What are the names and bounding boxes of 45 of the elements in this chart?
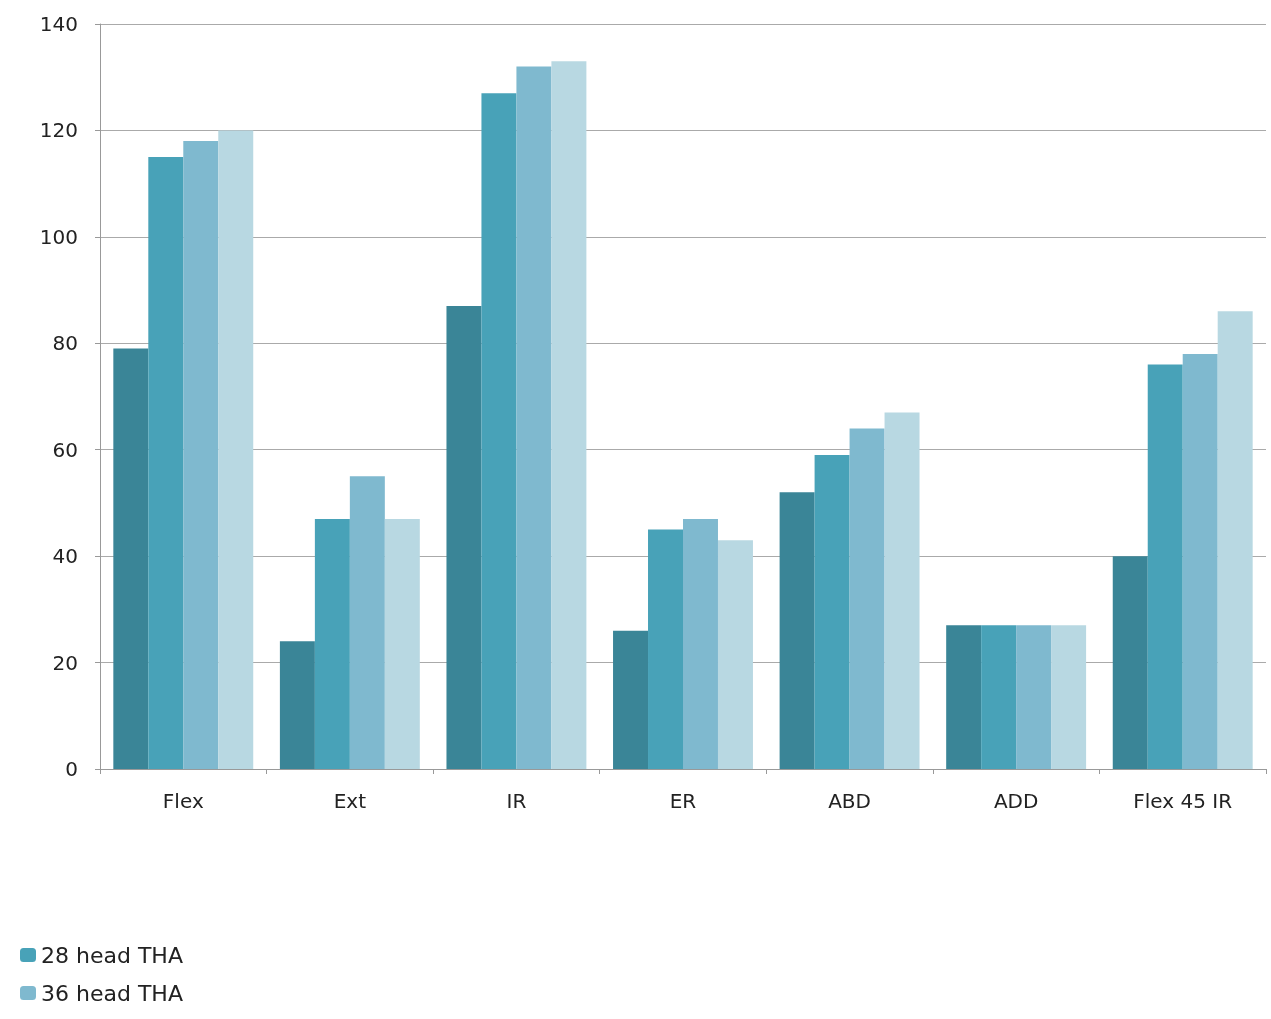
bar — [551, 61, 587, 769]
bar — [1112, 556, 1148, 769]
bar — [1051, 625, 1087, 769]
bar — [279, 641, 315, 769]
bar — [946, 625, 982, 769]
y-tick-label: 120 — [39, 118, 78, 143]
x-tick-label: Ext — [333, 789, 367, 813]
bar — [683, 518, 718, 769]
bar — [648, 529, 683, 769]
bar — [183, 141, 219, 769]
x-tick-label: ABD — [828, 789, 871, 813]
bar — [314, 518, 350, 769]
bar — [384, 518, 420, 769]
bar — [814, 455, 850, 769]
bar — [113, 348, 149, 769]
y-tick-label: 20 — [52, 650, 78, 675]
bar — [516, 66, 552, 769]
x-tick-label: ER — [669, 789, 697, 813]
bar — [849, 428, 885, 769]
x-tick-label: Flex — [162, 789, 204, 813]
y-tick-label: 140 — [39, 12, 78, 36]
bar — [1016, 625, 1052, 769]
y-tick-label: 60 — [52, 437, 78, 462]
bar — [218, 130, 254, 769]
bar — [446, 306, 482, 769]
y-tick-label: 80 — [52, 331, 78, 356]
x-tick-label: ADD — [993, 789, 1039, 813]
bar — [981, 625, 1017, 769]
bar — [1147, 364, 1183, 769]
x-tick-label: Flex 45 IR — [1133, 789, 1233, 813]
y-tick-label: 40 — [52, 544, 78, 569]
bar — [481, 93, 517, 769]
bar — [613, 630, 649, 769]
y-tick-label: 0 — [65, 757, 78, 781]
bar — [148, 157, 184, 769]
bar — [717, 540, 753, 769]
y-tick-label: 100 — [39, 224, 78, 249]
legend-label: 36 head THA — [41, 980, 183, 1006]
bar — [884, 412, 920, 769]
bar — [1182, 353, 1218, 769]
bar — [1217, 311, 1253, 769]
x-tick-label: IR — [506, 789, 527, 813]
bar — [349, 476, 385, 769]
bar — [779, 492, 815, 769]
legend-label: 28 head THA — [41, 942, 183, 968]
